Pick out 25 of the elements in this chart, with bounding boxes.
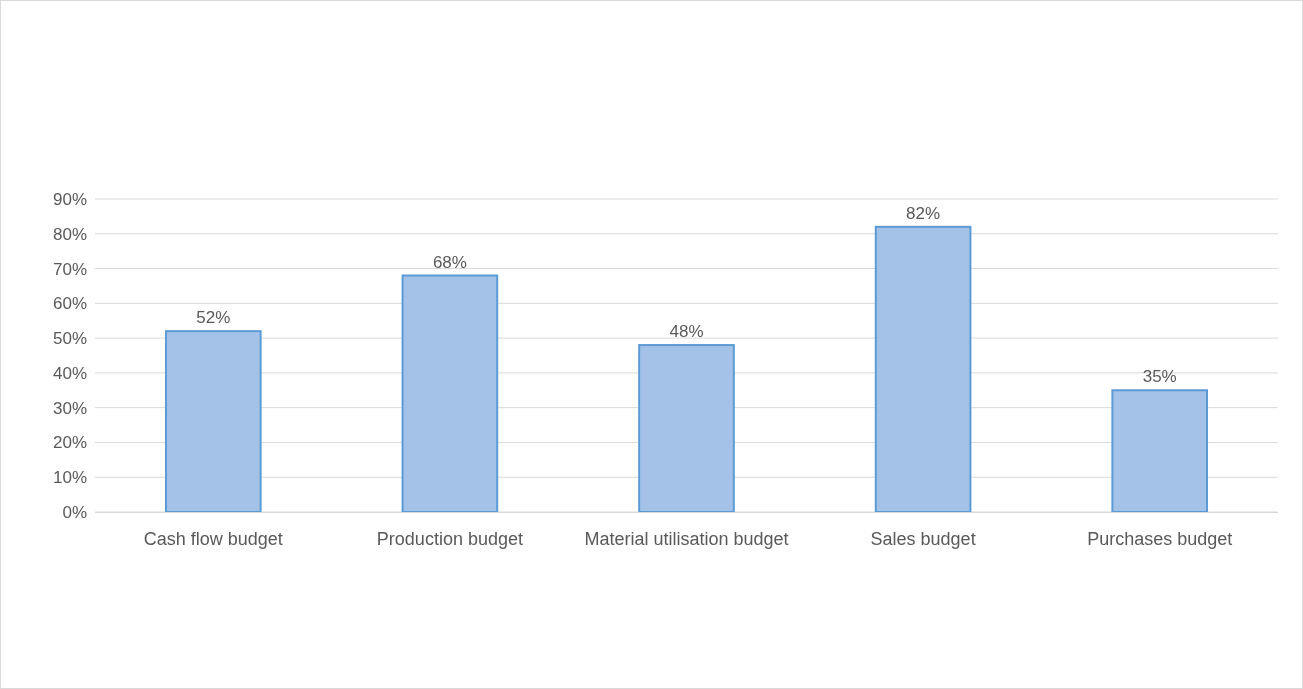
x-tick-label: Sales budget [870, 528, 976, 549]
y-tick-label: 0% [62, 502, 87, 522]
x-tick-label: Material utilisation budget [584, 528, 789, 549]
y-tick-label: 40% [52, 363, 87, 383]
data-label: 35% [1142, 367, 1177, 387]
data-label: 48% [669, 322, 704, 342]
x-tick-label: Purchases budget [1087, 528, 1233, 549]
y-tick-label: 50% [52, 329, 87, 349]
bar [401, 274, 499, 513]
bar [638, 344, 735, 513]
y-tick-label: 70% [52, 259, 87, 279]
bar [1111, 389, 1209, 513]
bar [874, 225, 972, 513]
y-tick-label: 90% [52, 189, 87, 209]
x-tick-label: Production budget [376, 528, 523, 549]
y-tick-label: 30% [52, 398, 87, 418]
y-tick-label: 10% [52, 468, 87, 488]
data-label: 82% [906, 203, 941, 223]
y-tick-label: 60% [52, 294, 87, 314]
y-tick-label: 20% [52, 433, 87, 453]
data-label: 52% [196, 308, 231, 328]
bar [164, 330, 262, 513]
data-label: 68% [432, 252, 467, 272]
y-tick-label: 80% [52, 224, 87, 244]
x-tick-label: Cash flow budget [143, 528, 283, 549]
